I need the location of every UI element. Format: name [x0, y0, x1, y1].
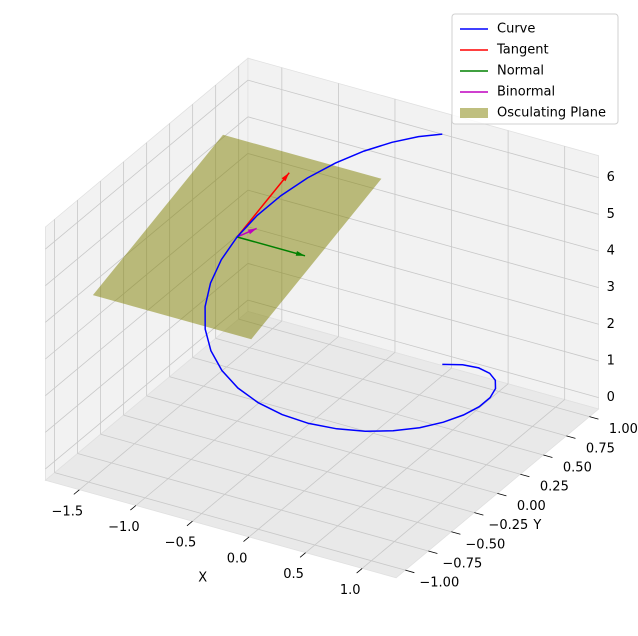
grid-line: [238, 318, 590, 418]
x-tick-label: 0.0: [227, 551, 248, 566]
tick-mark: [130, 505, 137, 511]
tick-mark: [73, 489, 80, 495]
y-tick-label: 0.00: [517, 499, 546, 514]
x-tick-label: 0.5: [283, 567, 304, 582]
vector: [236, 236, 306, 257]
vector-head: [281, 172, 290, 182]
x-tick-label: −0.5: [165, 536, 197, 551]
grid-line: [45, 79, 249, 250]
legend-label: Normal: [497, 64, 544, 79]
vector-head: [247, 228, 257, 235]
grid-line: [247, 263, 599, 362]
grid-line: [146, 395, 498, 494]
grid-line: [54, 472, 406, 571]
tick-mark: [543, 454, 553, 458]
legend-label: Curve: [497, 22, 535, 37]
tick-mark: [405, 569, 415, 574]
legend-label: Binormal: [497, 85, 555, 100]
y-tick-label: −1.00: [419, 576, 459, 591]
tick-mark: [451, 531, 461, 535]
x-tick-label: 1.0: [340, 583, 361, 598]
grid-line: [169, 376, 521, 475]
tick-mark: [428, 550, 438, 554]
x-tick-label: −1.5: [52, 504, 84, 519]
y-tick-label: −0.50: [465, 537, 505, 552]
labels: −1.5 −1.0 −0.5 0.0 0.5 1.0 −1.00 −0.75 −0.50 −0.2…: [52, 170, 638, 598]
tick-mark: [566, 435, 576, 439]
y-tick-label: 1.00: [609, 422, 638, 437]
x-tick-label: −1.0: [108, 520, 140, 535]
panes: [44, 57, 600, 579]
z-tick-label: 2: [607, 317, 615, 332]
curve: [204, 133, 497, 433]
tick-mark: [186, 520, 193, 527]
tick-mark: [497, 493, 507, 497]
marks: [92, 133, 497, 433]
grid-line: [45, 116, 249, 286]
tick-mark: [243, 536, 250, 542]
tick-mark: [356, 568, 363, 574]
grid-line: [247, 116, 599, 215]
grid-line: [247, 79, 599, 179]
z-tick-label: 3: [607, 280, 615, 295]
legend: Curve Tangent Normal Binormal Osculating Pla…: [451, 13, 619, 125]
vector: [236, 172, 290, 238]
z-tick-label: 6: [607, 170, 615, 185]
y-tick-label: 0.75: [586, 441, 615, 456]
y-tick-label: 0.50: [563, 461, 592, 476]
grid-line: [247, 299, 599, 398]
legend-box: [451, 13, 619, 125]
grid-line: [100, 433, 452, 533]
grid-line: [215, 337, 567, 437]
tick-mark: [299, 552, 306, 558]
grid-line: [192, 357, 544, 456]
y-tick-label: −0.75: [442, 556, 482, 571]
legend-label: Osculating Plane: [497, 106, 606, 121]
legend-label: Tangent: [496, 43, 549, 58]
tick-mark: [520, 473, 530, 478]
legend-swatch: [460, 108, 488, 118]
z-tick-label: 4: [607, 243, 615, 258]
z-tick-label: 0: [607, 390, 615, 405]
x-axis-label: X: [198, 571, 207, 586]
vector-head: [295, 251, 305, 256]
grid-line: [123, 414, 475, 513]
z-tick-label: 1: [607, 353, 615, 368]
tick-mark: [589, 416, 599, 420]
grid-line: [77, 453, 429, 552]
y-tick-label: 0.25: [540, 480, 569, 495]
y-axis-label: Y: [532, 518, 541, 533]
tick-mark: [474, 512, 484, 516]
y-tick-label: −0.25: [488, 518, 528, 533]
z-tick-label: 5: [607, 207, 615, 222]
